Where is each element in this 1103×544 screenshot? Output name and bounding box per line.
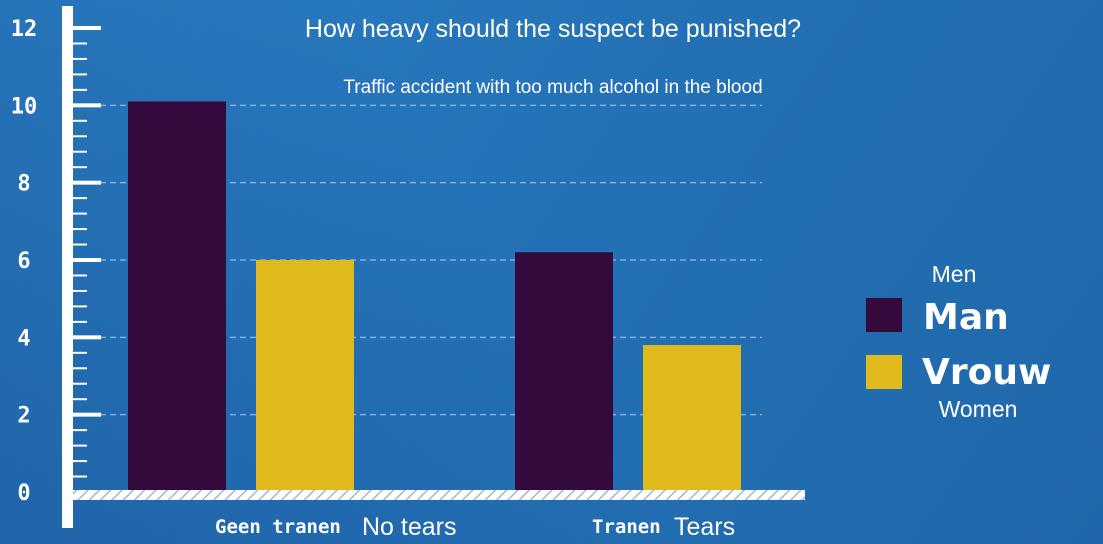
chart-subtitle: Traffic accident with too much alcohol i…: [343, 77, 762, 98]
y-minor-tick: [73, 243, 87, 246]
bar-vrouw-1: [643, 345, 741, 492]
y-minor-tick: [73, 119, 87, 122]
y-minor-tick: [73, 382, 87, 385]
y-tick-label: 6: [17, 249, 30, 274]
x-category-translation: Tears: [674, 513, 735, 541]
legend-label-vrouw: Vrouw: [922, 352, 1051, 393]
chart-title: How heavy should the suspect be punished…: [305, 15, 801, 43]
y-minor-tick: [73, 104, 87, 107]
legend-swatch-man: [866, 298, 902, 332]
y-tick-label: 12: [11, 17, 38, 42]
y-tick-label: 0: [17, 481, 30, 506]
y-minor-tick: [73, 305, 87, 308]
y-minor-tick: [73, 336, 87, 339]
y-minor-tick: [73, 135, 87, 138]
y-minor-tick: [73, 475, 87, 478]
bar-man-1: [515, 252, 613, 492]
y-minor-tick: [73, 88, 87, 91]
y-minor-tick: [73, 460, 87, 463]
legend-translation-women: Women: [939, 396, 1018, 422]
y-minor-tick: [73, 274, 87, 277]
y-minor-tick: [73, 320, 87, 323]
y-major-tick: [73, 26, 101, 30]
x-category-label: Tranen: [592, 516, 661, 538]
y-minor-tick: [73, 181, 87, 184]
y-axis: [62, 6, 73, 528]
y-minor-tick: [73, 57, 87, 60]
y-minor-tick: [73, 289, 87, 292]
y-minor-tick: [73, 413, 87, 416]
legend-translation-men: Men: [932, 261, 977, 287]
y-tick-label: 2: [17, 404, 30, 429]
legend-swatch-vrouw: [866, 355, 902, 389]
y-minor-tick: [73, 197, 87, 200]
y-tick-label: 4: [17, 326, 30, 351]
legend: Men Man Vrouw Women: [866, 261, 1051, 422]
y-minor-tick: [73, 429, 87, 432]
y-minor-tick: [73, 367, 87, 370]
x-category-translation: No tears: [362, 513, 456, 541]
y-minor-tick: [73, 351, 87, 354]
x-axis-baseline: [73, 490, 805, 500]
y-minor-tick: [73, 259, 87, 261]
y-axis-bar: [62, 6, 73, 528]
y-minor-tick: [73, 444, 87, 447]
y-minor-tick: [73, 42, 87, 45]
y-axis-ticks: 0 2 4 6 8 10 12: [11, 17, 101, 506]
y-tick-label: 10: [11, 94, 38, 119]
bar-man-0: [128, 101, 226, 492]
bar-vrouw-0: [256, 260, 354, 492]
y-minor-tick: [73, 73, 87, 76]
bars: [128, 101, 741, 492]
y-minor-tick: [73, 150, 87, 153]
x-axis-categories: Geen tranen No tears Tranen Tears: [215, 513, 735, 541]
y-minor-tick: [73, 398, 87, 401]
x-category-label: Geen tranen: [215, 516, 341, 538]
y-minor-tick: [73, 166, 87, 169]
y-minor-tick: [73, 212, 87, 215]
y-tick-label: 8: [17, 172, 30, 197]
legend-label-man: Man: [923, 297, 1009, 338]
y-minor-tick: [73, 228, 87, 231]
